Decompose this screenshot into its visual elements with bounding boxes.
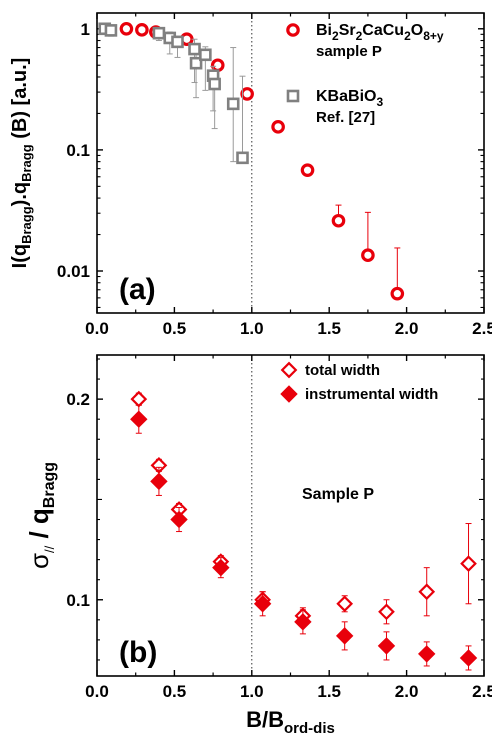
y-tick-label: 1 xyxy=(81,20,90,39)
data-point xyxy=(152,26,166,40)
y-axis-label-mid: / q xyxy=(24,508,54,546)
series-1 xyxy=(130,404,478,671)
data-point xyxy=(171,35,184,49)
legend-label: total width xyxy=(305,362,380,379)
x-tick-label: 0.5 xyxy=(163,682,187,701)
legend-marker xyxy=(286,23,300,37)
legend-label: Bi2Sr2CaCu2O8+y xyxy=(316,22,444,43)
data-point xyxy=(460,555,477,573)
x-tick-label: 0.0 xyxy=(85,682,109,701)
legend-label-line2: Ref. [27] xyxy=(316,109,375,126)
x-tick-label: 1.0 xyxy=(240,319,264,338)
data-point xyxy=(170,510,188,529)
x-tick-label: 1.5 xyxy=(317,319,341,338)
legend-marker xyxy=(280,385,298,403)
panel-label: (b) xyxy=(119,636,157,669)
data-point xyxy=(271,120,285,134)
y-tick-label: 0.1 xyxy=(66,591,90,610)
legend-text: Sr xyxy=(339,22,356,39)
panel-b: 0.0 0.5 1.0 1.5 2.0 2.5 0.2 0.1 (b) σ// / qBragg t… xyxy=(24,354,492,737)
legend-subscript: 2 xyxy=(356,29,363,43)
x-tick-label: 2.5 xyxy=(472,682,492,701)
data-point xyxy=(208,77,221,91)
x-axis-label-sub: ord-dis xyxy=(284,720,335,737)
data-point xyxy=(240,87,254,101)
x-tick-label: 2.5 xyxy=(472,319,492,338)
legend-label: instrumental width xyxy=(305,386,438,403)
panel-a: 0.0 0.5 1.0 1.5 2.0 2.510.10.01(a)I(qBragg).q… xyxy=(9,12,492,338)
data-point xyxy=(199,48,212,62)
data-point xyxy=(300,163,315,177)
data-point xyxy=(104,24,118,37)
y-axis-label-tail: (B) [a.u.] xyxy=(9,58,31,145)
legend-subscript: 2 xyxy=(332,29,339,43)
y-axis-label-main: σ xyxy=(24,553,54,569)
data-point xyxy=(335,627,354,645)
series-0 xyxy=(119,21,405,301)
data-point xyxy=(418,583,436,601)
data-point xyxy=(418,645,436,663)
data-point xyxy=(331,213,346,228)
legend-marker xyxy=(286,89,300,103)
legend-text: KBaBiO xyxy=(316,88,376,105)
y-axis-label-main: I(q xyxy=(9,244,31,268)
data-point xyxy=(253,595,272,613)
legend: total width instrumental width xyxy=(280,361,438,403)
data-point xyxy=(130,410,148,428)
x-tick-label: 2.0 xyxy=(395,682,419,701)
y-axis-label-sub: Bragg xyxy=(41,462,58,508)
y-tick-label: 0.1 xyxy=(66,141,90,160)
x-tick-label: 1.5 xyxy=(317,682,341,701)
x-tick-label: 2.0 xyxy=(395,319,419,338)
legend-label-line2: sample P xyxy=(316,43,382,60)
x-tick-label: 0.5 xyxy=(163,319,187,338)
data-point xyxy=(226,97,240,111)
data-point xyxy=(390,286,405,301)
y-tick-label: 0.2 xyxy=(66,390,90,409)
data-point xyxy=(189,56,203,70)
data-point xyxy=(361,248,375,263)
data-point xyxy=(459,649,478,667)
legend-text: CaCu xyxy=(362,22,404,39)
y-axis-label-sub: Bragg xyxy=(19,206,34,244)
legend-subscript: 3 xyxy=(376,95,383,109)
y-axis-label-mid: ).q xyxy=(9,182,31,206)
data-point xyxy=(336,595,354,613)
x-axis-label-main: B/B xyxy=(246,707,284,732)
data-point xyxy=(210,58,225,73)
legend-subscript: 8+y xyxy=(423,29,444,43)
x-tick-label: 1.0 xyxy=(240,682,264,701)
y-axis-label: σ// / qBragg xyxy=(24,462,58,569)
series-1 xyxy=(98,22,249,165)
legend-text: Bi xyxy=(316,22,332,39)
data-point xyxy=(150,472,168,491)
panel-label: (a) xyxy=(119,273,156,306)
legend-marker xyxy=(280,361,298,379)
annotation-text: Sample P xyxy=(302,486,374,503)
legend-label: KBaBiO3 xyxy=(316,88,383,109)
data-point xyxy=(135,23,149,37)
y-axis-label-sub: Bragg xyxy=(19,144,34,182)
data-point xyxy=(377,637,396,655)
data-point xyxy=(294,613,312,631)
y-axis-label: I(qBragg).qBragg (B) [a.u.] xyxy=(9,58,34,269)
y-tick-label: 0.01 xyxy=(57,262,90,281)
legend-text: O xyxy=(411,22,423,39)
data-point xyxy=(212,558,230,577)
data-point xyxy=(378,603,395,621)
data-point xyxy=(119,21,134,36)
x-axis-label: B/Bord-dis xyxy=(246,707,335,737)
data-point xyxy=(188,42,201,56)
legend-subscript: 2 xyxy=(404,29,411,43)
x-tick-label: 0.0 xyxy=(85,319,109,338)
data-point xyxy=(236,151,249,165)
y-axis-label-sub: // xyxy=(42,545,57,553)
